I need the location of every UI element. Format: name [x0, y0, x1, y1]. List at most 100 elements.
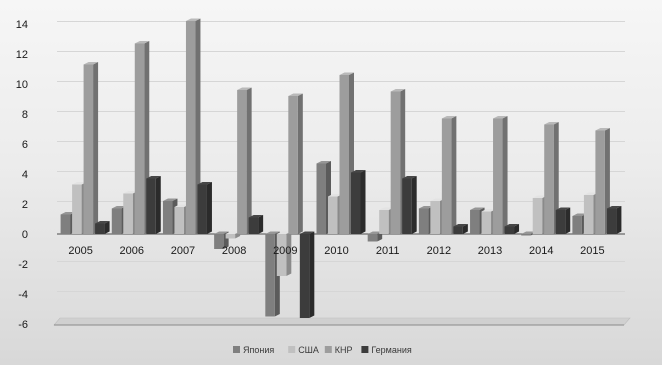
- bar-top-face: [248, 215, 264, 218]
- bar-side-face: [502, 116, 508, 234]
- bar-top-face: [430, 198, 445, 201]
- bar-top-face: [521, 231, 536, 234]
- bar-top-face: [583, 192, 599, 195]
- bar-top-face: [146, 176, 161, 179]
- bar-front-face: [146, 178, 156, 234]
- bar-КНР-2005: [83, 62, 99, 234]
- y-tick-label: 14: [16, 19, 28, 31]
- bar-side-face: [604, 128, 610, 234]
- legend-label: КНР: [335, 345, 353, 355]
- bar-side-face: [514, 224, 520, 234]
- bar-top-face: [453, 224, 468, 227]
- bar-top-face: [60, 212, 76, 215]
- bar-top-face: [379, 207, 394, 210]
- bar-front-face: [111, 208, 122, 234]
- legend-item-Япония: Япония: [233, 345, 274, 355]
- bar-front-face: [390, 91, 401, 234]
- bar-front-face: [225, 234, 236, 239]
- bar-front-face: [83, 64, 94, 234]
- bar-top-face: [95, 221, 110, 224]
- x-tick-label: 2011: [376, 245, 400, 257]
- bar-side-face: [206, 182, 212, 234]
- bar-Германия-2010: [351, 170, 366, 234]
- bar-side-face: [462, 224, 468, 234]
- bar-front-face: [583, 195, 594, 234]
- bar-side-face: [104, 221, 110, 234]
- bar-front-face: [595, 130, 605, 234]
- bar-side-face: [93, 62, 99, 234]
- bar-front-face: [162, 201, 173, 234]
- bar-side-face: [155, 176, 161, 234]
- y-tick-label: -6: [18, 319, 28, 331]
- bar-front-face: [174, 207, 184, 234]
- x-tick-label: 2005: [68, 245, 92, 257]
- y-tick-label: 8: [22, 109, 28, 121]
- bar-top-face: [123, 191, 138, 194]
- bar-top-face: [162, 198, 178, 201]
- bar-front-face: [134, 43, 145, 234]
- bar-front-face: [72, 184, 82, 234]
- bar-side-face: [411, 176, 417, 234]
- bar-top-face: [134, 41, 150, 44]
- x-tick-label: 2010: [324, 245, 348, 257]
- x-tick-label: 2006: [120, 245, 144, 257]
- legend-swatch: [324, 346, 332, 353]
- legend-swatch: [361, 346, 369, 353]
- bar-front-face: [237, 90, 247, 234]
- x-tick-label: 2015: [580, 245, 604, 257]
- bar-side-face: [246, 87, 252, 234]
- bar-Германия-2015: [606, 206, 622, 234]
- bar-front-face: [418, 208, 429, 234]
- x-axis-tick-labels: 2005 2006 2007 2008 2009 2010 2011 2012 2013 2014…: [68, 245, 604, 257]
- bar-side-face: [616, 206, 622, 234]
- x-tick-label: 2009: [273, 245, 297, 257]
- y-tick-label: -4: [18, 289, 28, 301]
- legend-swatch: [233, 346, 240, 353]
- bar-Германия-2007: [197, 182, 212, 234]
- bar-top-face: [481, 209, 497, 212]
- bar-Германия-2008: [248, 215, 264, 234]
- bar-front-face: [481, 211, 492, 234]
- y-tick-label: 12: [16, 49, 28, 61]
- bar-top-face: [328, 194, 343, 197]
- bar-top-face: [532, 195, 548, 198]
- bar-front-face: [60, 214, 71, 234]
- bar-top-face: [185, 18, 201, 21]
- bar-КНР-2008: [237, 87, 252, 234]
- bar-КНР-2015: [595, 128, 610, 234]
- bar-top-face: [351, 170, 366, 173]
- bar-front-face: [339, 75, 349, 234]
- bar-side-face: [360, 170, 366, 234]
- bar-top-face: [595, 128, 610, 131]
- plot-floor: [53, 317, 631, 326]
- bar-Германия-2014: [555, 207, 571, 234]
- bar-side-face: [195, 18, 201, 234]
- bar-side-face: [258, 215, 264, 234]
- bar-top-face: [441, 116, 457, 119]
- bar-КНР-2012: [441, 116, 457, 234]
- bar-front-face: [470, 210, 480, 234]
- bar-top-face: [83, 62, 99, 65]
- x-tick-label: 2007: [171, 245, 195, 257]
- bar-top-face: [111, 206, 127, 209]
- bar-Германия-2012: [453, 224, 468, 234]
- bar-front-face: [555, 210, 566, 234]
- bar-top-face: [418, 206, 434, 209]
- bar-front-face: [248, 217, 259, 234]
- bar-front-face: [402, 178, 412, 234]
- bar-front-face: [544, 124, 554, 234]
- bar-top-face: [72, 182, 87, 185]
- bar-top-face: [237, 87, 252, 90]
- bar-front-face: [95, 223, 105, 234]
- bar-side-face: [553, 122, 559, 234]
- bar-top-face: [390, 89, 406, 92]
- bar-top-face: [265, 231, 280, 234]
- bar-КНР-2007: [185, 18, 201, 234]
- bar-Германия-2009: [299, 231, 315, 318]
- x-tick-label: 2013: [478, 245, 502, 257]
- bar-top-face: [544, 122, 559, 125]
- bar-side-face: [309, 231, 315, 318]
- bar-front-face: [379, 210, 389, 234]
- legend-label: Япония: [243, 345, 274, 355]
